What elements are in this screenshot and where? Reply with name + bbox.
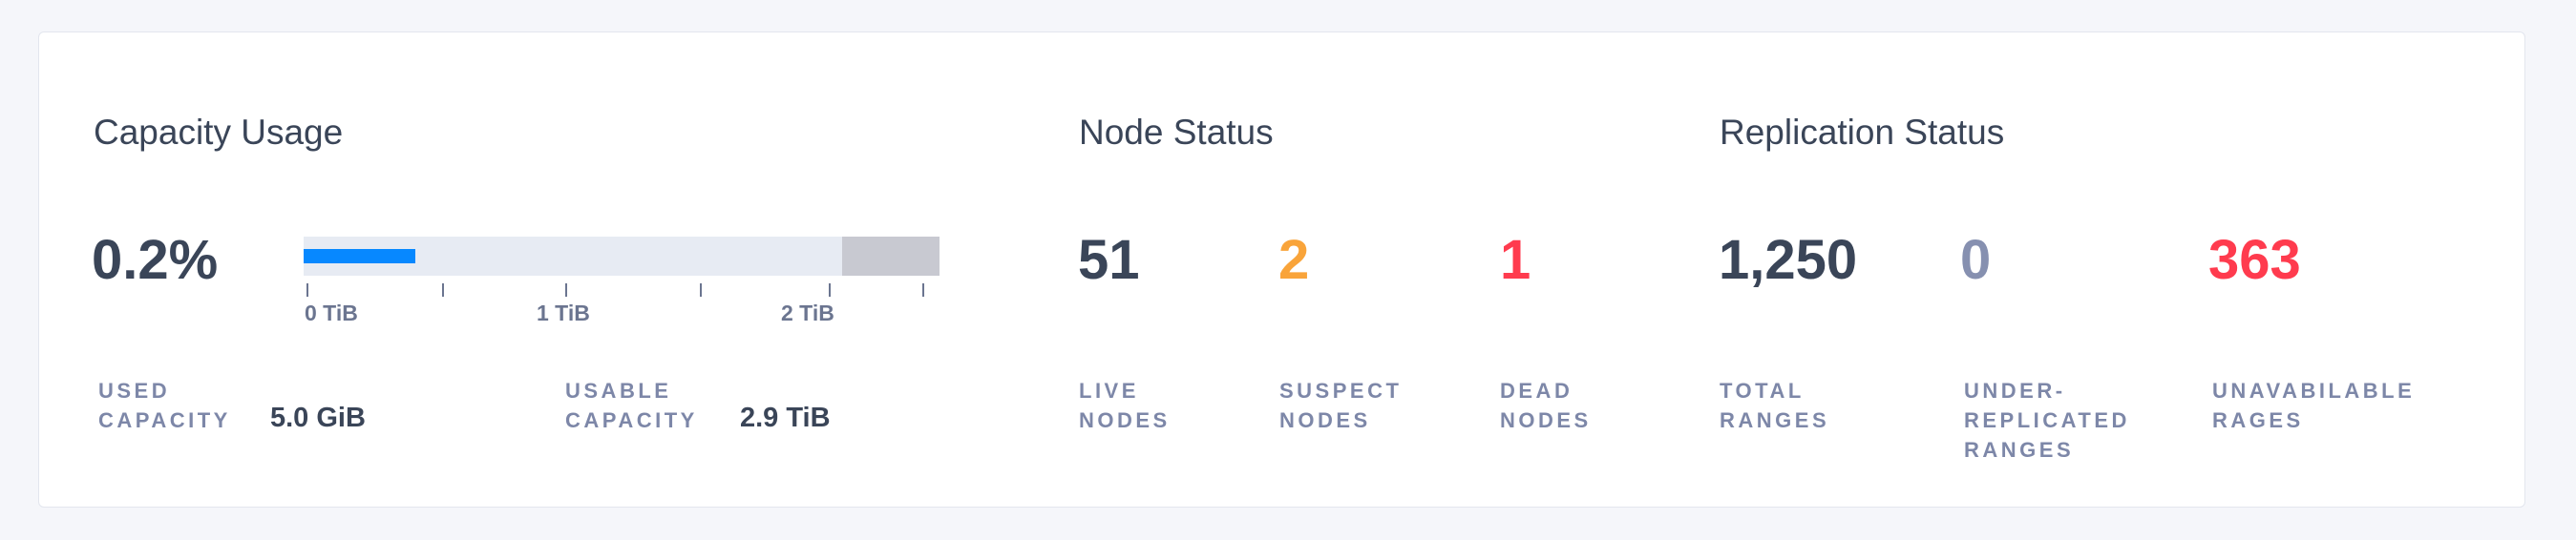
axis-tick <box>306 283 308 297</box>
label-line: RAGES <box>2212 408 2304 432</box>
total-ranges-count: 1,250 <box>1719 229 1858 291</box>
dead-nodes-count: 1 <box>1500 229 1531 291</box>
tick-label: 0 TiB <box>305 301 358 325</box>
label-line: NODES <box>1279 408 1371 432</box>
label-line: RANGES <box>1720 408 1830 432</box>
capacity-bar-used <box>304 249 415 263</box>
capacity-bar <box>304 237 940 276</box>
used-capacity-label: USED CAPACITY <box>98 376 231 435</box>
label-line: UNDER- <box>1964 379 2066 403</box>
label-line: TOTAL <box>1720 379 1805 403</box>
label-line: DEAD <box>1500 379 1573 403</box>
unavailable-ranges-label: UNAVABILABLE RAGES <box>2212 376 2415 435</box>
suspect-nodes-count: 2 <box>1278 229 1310 291</box>
label-line: NODES <box>1079 408 1171 432</box>
tick-label: 2 TiB <box>781 301 834 325</box>
capacity-percent: 0.2% <box>92 229 219 291</box>
total-ranges-label: TOTAL RANGES <box>1720 376 1829 435</box>
usable-capacity-value: 2.9 TiB <box>740 403 831 433</box>
capacity-bar-unusable <box>842 237 940 276</box>
dead-nodes-label: DEAD NODES <box>1500 376 1592 435</box>
axis-tick <box>442 283 444 297</box>
usable-capacity-label: USABLE CAPACITY <box>565 376 698 435</box>
axis-tick <box>700 283 702 297</box>
axis-tick <box>829 283 831 297</box>
axis-tick <box>922 283 924 297</box>
axis-tick <box>565 283 567 297</box>
replication-status-title: Replication Status <box>1720 113 2005 152</box>
unavailable-ranges-count: 363 <box>2208 229 2301 291</box>
label-line: REPLICATED <box>1964 408 2130 432</box>
label-line: LIVE <box>1079 379 1139 403</box>
label-line: USED <box>98 379 171 403</box>
label-line: RANGES <box>1964 438 2075 462</box>
label-line: CAPACITY <box>98 408 231 432</box>
label-line: CAPACITY <box>565 408 698 432</box>
live-nodes-label: LIVE NODES <box>1079 376 1171 435</box>
live-nodes-count: 51 <box>1078 229 1140 291</box>
capacity-usage-title: Capacity Usage <box>94 113 344 152</box>
label-line: NODES <box>1500 408 1592 432</box>
label-line: UNAVABILABLE <box>2212 379 2416 403</box>
under-replicated-label: UNDER- REPLICATED RANGES <box>1964 376 2130 465</box>
under-replicated-count: 0 <box>1960 229 1992 291</box>
label-line: USABLE <box>565 379 672 403</box>
suspect-nodes-label: SUSPECT NODES <box>1279 376 1402 435</box>
label-line: SUSPECT <box>1279 379 1403 403</box>
used-capacity-value: 5.0 GiB <box>270 403 366 433</box>
tick-label: 1 TiB <box>537 301 590 325</box>
node-status-title: Node Status <box>1079 113 1274 152</box>
